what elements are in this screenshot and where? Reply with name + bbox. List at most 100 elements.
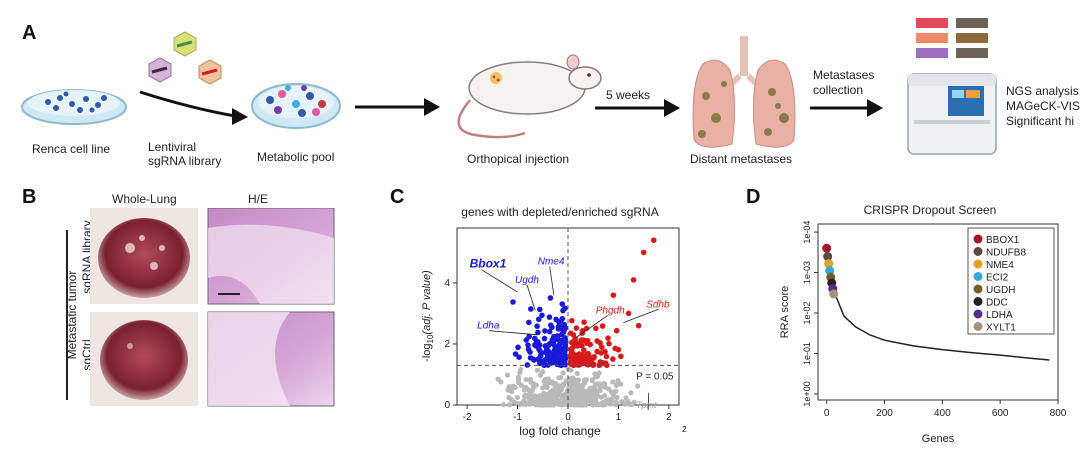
arrow-4-head <box>867 99 883 117</box>
arrow-2-head <box>424 98 440 116</box>
legend-swatch <box>973 247 983 256</box>
gene-leader-line <box>526 284 536 311</box>
gene-leader-line <box>623 308 659 323</box>
volcano-point-enriched <box>613 327 620 334</box>
ngs-line1: NGS analysis <box>1006 84 1079 98</box>
legend-label-nme4: NME4 <box>986 260 1014 271</box>
x-tick-label: -1 <box>513 412 522 423</box>
gene-dot-ndufb8 <box>823 251 833 261</box>
gene-label-tpmt: Tpmt <box>636 400 657 410</box>
volcano-point-depleted <box>545 348 552 354</box>
he-header: H/E <box>248 192 269 206</box>
x-tick-label: 600 <box>992 408 1009 419</box>
volcano-point-enriched <box>573 325 580 331</box>
volcano-point-enriched <box>581 347 587 353</box>
lungs-icon <box>692 36 796 148</box>
orthotopic-label: Orthopical injection <box>467 152 570 166</box>
distant-metastases-label: Distant metastases <box>690 152 793 166</box>
volcano-point-depleted <box>546 328 553 335</box>
volcano-point-depleted <box>510 299 516 305</box>
panel-a-letter: A <box>22 22 37 44</box>
ylabel-sub: 10 <box>426 334 435 343</box>
legend-swatch <box>973 309 983 319</box>
volcano-point-ns <box>582 402 589 408</box>
volcano-point-depleted <box>536 306 543 313</box>
volcano-point-enriched <box>568 350 575 357</box>
legend-label-bbox1: BBOX1 <box>986 235 1020 246</box>
volcano-point-enriched <box>581 357 588 363</box>
volcano-point-ns <box>570 375 576 381</box>
dropout-plot: CRISPR Dropout Screen 0 200 400 600 800 1e-04… <box>779 203 1067 445</box>
volcano-point-depleted <box>556 344 562 350</box>
volcano-point-ns <box>506 384 512 390</box>
volcano-point-ns <box>575 384 582 391</box>
highlighted-gene-dots <box>822 243 839 299</box>
sample-swatch <box>956 18 988 28</box>
volcano-point-depleted <box>531 357 537 363</box>
volcano-point-enriched <box>598 344 605 350</box>
legend-label-xylt1: XYLT1 <box>986 323 1016 334</box>
x-tick-label: 0 <box>824 408 830 419</box>
volcano-point-ns <box>521 387 527 393</box>
volcano-point-depleted <box>535 329 541 336</box>
volcano-point-ns <box>613 388 619 394</box>
volcano-point-ns <box>586 390 593 396</box>
volcano-point-depleted <box>552 358 559 365</box>
sample-swatch <box>956 33 988 43</box>
renca-label: Renca cell line <box>32 142 111 156</box>
volcano-point-depleted <box>541 335 548 342</box>
volcano-point-depleted <box>547 295 554 301</box>
ngs-label: NGS analysis MAGeCK-VIS Significant hi <box>1006 84 1080 129</box>
volcano-point-ns <box>614 394 620 401</box>
volcano-point-depleted <box>554 349 560 355</box>
volcano-point-ns <box>533 402 539 408</box>
ngs-line3: Significant hi <box>1006 114 1075 128</box>
volcano-point-ns <box>541 395 547 401</box>
y-tick-label: 2 <box>444 339 450 350</box>
volcano-point-depleted <box>546 314 553 320</box>
volcano-point-depleted <box>560 357 567 363</box>
volcano-point-ns <box>602 384 608 390</box>
volcano-point-depleted <box>526 319 532 326</box>
volcano-point-ns <box>537 372 543 378</box>
volcano-point-ns <box>527 401 533 407</box>
volcano-point-ns <box>585 397 591 403</box>
volcano-point-enriched <box>618 353 624 360</box>
gene-leader-line <box>549 266 555 296</box>
volcano-point-ns <box>560 370 566 376</box>
volcano-point-ns <box>556 375 562 381</box>
volcano-title: genes with depleted/enriched sgRNA <box>461 205 658 219</box>
volcano-point-depleted <box>533 343 539 349</box>
volcano-point-ns <box>613 382 619 388</box>
volcano-point-ns <box>506 394 512 401</box>
ngs-line2: MAGeCK-VIS <box>1006 99 1080 113</box>
volcano-point-ns <box>527 376 534 383</box>
volcano-point-depleted <box>558 320 565 327</box>
volcano-point-ns <box>523 376 529 383</box>
volcano-point-ns <box>500 402 507 408</box>
metabolic-pool-label: Metabolic pool <box>257 150 335 164</box>
volcano-point-depleted <box>512 351 519 357</box>
volcano-point-depleted <box>525 346 532 353</box>
arrow-3-head <box>664 99 680 117</box>
gene-leader-line <box>647 392 650 411</box>
lentiviral-label-line1: Lentiviral <box>148 140 197 154</box>
x-tick-label: 1 <box>616 412 622 423</box>
gene-label-bbox1: Bbox1 <box>470 257 507 271</box>
metastases-line1: Metastases <box>813 68 875 82</box>
volcano-point-ns <box>589 377 596 383</box>
legend-label-ldha: LDHA <box>986 310 1013 321</box>
volcano-point-ns <box>561 394 567 400</box>
ylabel-post: (adj. P value) <box>421 270 433 335</box>
volcano-point-depleted <box>542 328 548 334</box>
volcano-point-enriched <box>650 237 657 244</box>
gene-dot-nme4 <box>824 259 834 269</box>
panel-d-letter: D <box>746 186 761 208</box>
y-tick-label: 1e-03 <box>802 261 812 284</box>
panel-c-letter: C <box>390 186 405 208</box>
x-tick-label: 2 <box>666 412 672 423</box>
volcano-point-ns <box>624 399 630 405</box>
volcano-point-enriched <box>583 325 590 332</box>
gene-label-phgdh: Phgdh <box>596 305 625 316</box>
